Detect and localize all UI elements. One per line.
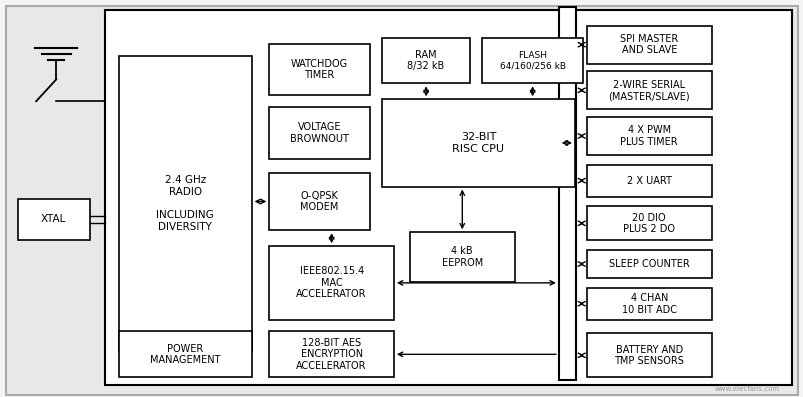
Text: IEEE802.15.4
MAC
ACCELERATOR: IEEE802.15.4 MAC ACCELERATOR bbox=[296, 266, 366, 299]
Text: POWER
MANAGEMENT: POWER MANAGEMENT bbox=[150, 343, 220, 365]
Text: WATCHDOG
TIMER: WATCHDOG TIMER bbox=[291, 59, 348, 80]
Text: www.elecfans.com: www.elecfans.com bbox=[714, 386, 779, 392]
Text: RAM
8/32 kB: RAM 8/32 kB bbox=[407, 50, 444, 71]
Text: FLASH
64/160/256 kB: FLASH 64/160/256 kB bbox=[499, 51, 565, 70]
Bar bbox=[381, 99, 574, 187]
Bar bbox=[558, 7, 576, 380]
Text: 20 DIO
PLUS 2 DO: 20 DIO PLUS 2 DO bbox=[622, 212, 675, 234]
Text: 2 X UART: 2 X UART bbox=[626, 175, 671, 186]
Bar bbox=[18, 198, 90, 240]
Bar bbox=[586, 165, 711, 197]
Text: VOLTAGE
BROWNOUT: VOLTAGE BROWNOUT bbox=[290, 122, 349, 144]
Text: SPI MASTER
AND SLAVE: SPI MASTER AND SLAVE bbox=[619, 34, 678, 56]
Bar bbox=[381, 38, 470, 83]
Text: BATTERY AND
TMP SENSORS: BATTERY AND TMP SENSORS bbox=[613, 345, 683, 366]
Text: O-QPSK
MODEM: O-QPSK MODEM bbox=[300, 191, 338, 212]
Bar bbox=[119, 331, 251, 377]
Bar bbox=[586, 250, 711, 278]
Bar bbox=[482, 38, 582, 83]
Text: SLEEP COUNTER: SLEEP COUNTER bbox=[608, 259, 689, 269]
Bar bbox=[586, 117, 711, 155]
Bar bbox=[586, 333, 711, 377]
Text: 2.4 GHz
RADIO

INCLUDING
DIVERSITY: 2.4 GHz RADIO INCLUDING DIVERSITY bbox=[157, 175, 214, 232]
Bar bbox=[269, 173, 369, 230]
Text: 4 kB
EEPROM: 4 kB EEPROM bbox=[441, 246, 483, 268]
Text: 128-BIT AES
ENCRYPTION
ACCELERATOR: 128-BIT AES ENCRYPTION ACCELERATOR bbox=[296, 338, 366, 371]
Bar bbox=[269, 331, 393, 377]
Text: 4 CHAN
10 BIT ADC: 4 CHAN 10 BIT ADC bbox=[621, 293, 676, 314]
Bar bbox=[269, 44, 369, 95]
Text: XTAL: XTAL bbox=[41, 214, 67, 224]
Text: 4 X PWM
PLUS TIMER: 4 X PWM PLUS TIMER bbox=[620, 125, 677, 147]
Text: 32-BIT
RISC CPU: 32-BIT RISC CPU bbox=[452, 132, 503, 154]
Bar bbox=[586, 71, 711, 109]
Bar bbox=[269, 107, 369, 159]
Bar bbox=[586, 26, 711, 64]
Bar bbox=[119, 56, 251, 351]
Bar bbox=[104, 10, 791, 385]
Bar bbox=[586, 206, 711, 240]
Bar bbox=[410, 232, 514, 282]
Bar bbox=[269, 246, 393, 320]
Text: 2-WIRE SERIAL
(MASTER/SLAVE): 2-WIRE SERIAL (MASTER/SLAVE) bbox=[608, 79, 689, 101]
Bar bbox=[586, 288, 711, 320]
